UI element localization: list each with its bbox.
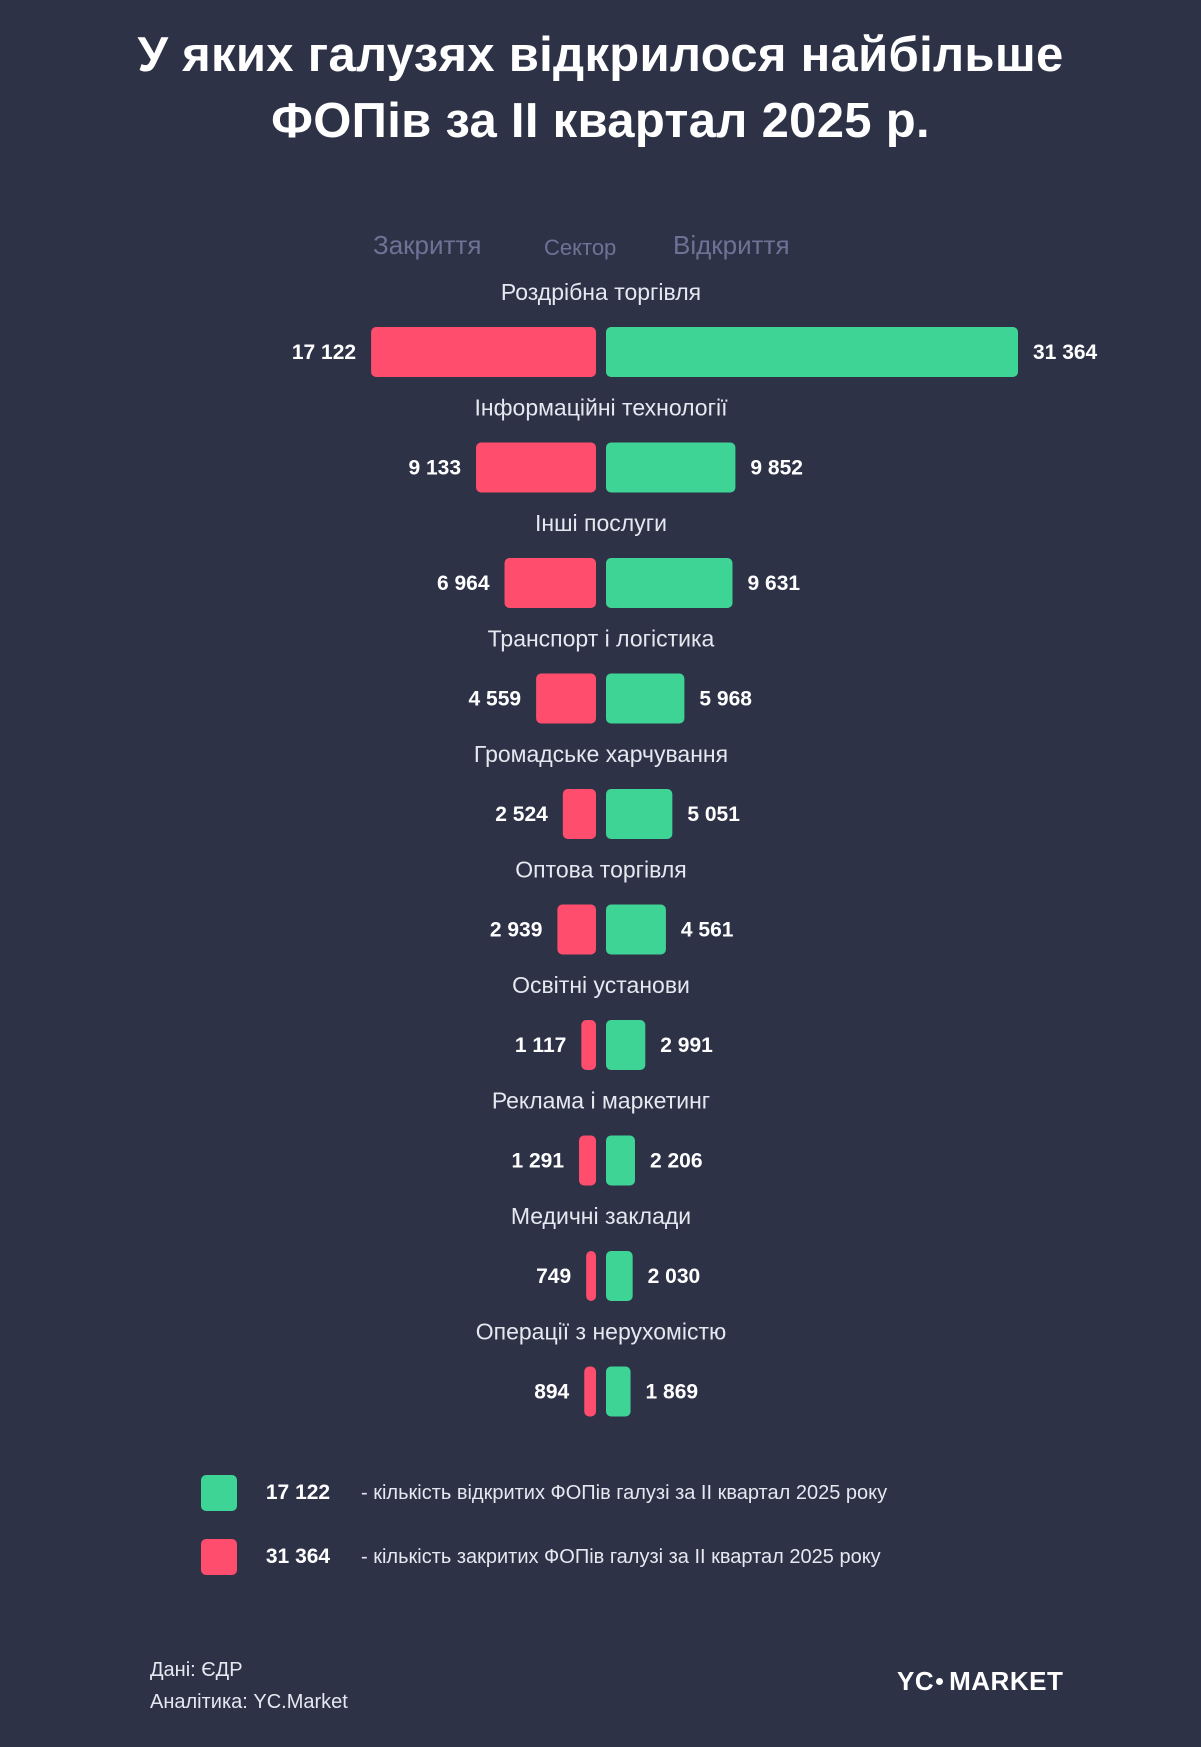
logo-dot-icon [936, 1678, 944, 1685]
category-label: Оптова торгівля [515, 857, 686, 883]
bar-closed [586, 1251, 596, 1301]
bar-closed [581, 1020, 596, 1070]
title-line-2: ФОПів за II квартал 2025 р. [271, 94, 930, 148]
value-label-opened: 9 631 [748, 572, 801, 595]
category-label: Медичні заклади [511, 1203, 691, 1229]
bar-opened [606, 1251, 633, 1301]
value-label-closed: 894 [534, 1381, 569, 1404]
bar-opened [606, 673, 685, 724]
legend-value: 17 122 [265, 1481, 331, 1504]
logo-text-left: YC [897, 1666, 935, 1696]
bar-closed [557, 904, 596, 955]
value-label-closed: 2 939 [490, 919, 543, 942]
bar-closed [584, 1366, 596, 1417]
column-header-closing: Закриття [373, 230, 482, 260]
legend-swatch-red [201, 1539, 237, 1575]
value-label-closed: 749 [536, 1265, 571, 1288]
bar-closed [476, 442, 596, 493]
bar-closed [371, 327, 596, 377]
column-header-opening: Відкриття [673, 230, 790, 260]
footer-analytics: Аналітика: YC.Market [150, 1691, 348, 1713]
footer-source: Дані: ЄДР [150, 1659, 243, 1681]
legend-text: - кількість відкритих ФОПів галузі за II… [361, 1481, 888, 1504]
category-label: Інформаційні технології [475, 395, 729, 421]
category-label: Громадське харчування [474, 741, 728, 767]
bar-opened [606, 1366, 631, 1417]
value-label-opened: 31 364 [1033, 341, 1098, 364]
legend-swatch-green [201, 1475, 237, 1511]
value-label-opened: 5 968 [699, 688, 752, 711]
bar-opened [606, 904, 666, 955]
page-title: У яких галузях відкрилося найбільше ФОПі… [0, 22, 1201, 154]
bar-closed [562, 789, 596, 839]
value-label-opened: 2 991 [660, 1034, 713, 1057]
value-label-opened: 1 869 [646, 1381, 699, 1404]
footer-credits: Дані: ЄДР Аналітика: YC.Market [150, 1654, 348, 1718]
value-label-opened: 2 206 [650, 1150, 703, 1173]
title-line-1: У яких галузях відкрилося найбільше [137, 28, 1064, 82]
value-label-opened: 5 051 [687, 803, 740, 826]
category-label: Інші послуги [535, 510, 667, 536]
bar-closed [504, 558, 596, 608]
value-label-opened: 4 561 [681, 919, 734, 942]
logo-text-right: MARKET [949, 1666, 1064, 1696]
bar-closed [536, 673, 596, 724]
value-label-opened: 9 852 [750, 457, 803, 480]
bar-opened [606, 1135, 635, 1186]
value-label-closed: 2 524 [495, 803, 548, 826]
category-label: Освітні установи [512, 972, 690, 998]
legend-text: - кількість закритих ФОПів галузі за II … [361, 1545, 881, 1568]
value-label-closed: 1 117 [515, 1034, 566, 1057]
legend-item-opened: 17 122 - кількість відкритих ФОПів галуз… [201, 1475, 887, 1511]
value-label-closed: 4 559 [469, 688, 522, 711]
bar-opened [606, 442, 736, 493]
legend-value: 31 364 [265, 1545, 331, 1568]
value-label-opened: 2 030 [648, 1265, 701, 1288]
value-label-closed: 6 964 [437, 572, 490, 595]
bar-opened [606, 789, 673, 839]
bar-opened [606, 327, 1018, 377]
diverging-bar-chart: Роздрібна торгівля 17 122 31 364 Інформацій… [292, 279, 1098, 1417]
category-label: Роздрібна торгівля [501, 279, 701, 305]
legend-item-closed: 31 364 - кількість закритих ФОПів галузі… [201, 1539, 881, 1575]
value-label-closed: 1 291 [511, 1150, 564, 1173]
brand-logo: YC MARKET [897, 1666, 1063, 1697]
value-label-closed: 17 122 [292, 341, 356, 364]
column-header-sector: Сектор [544, 235, 617, 260]
bar-opened [606, 558, 733, 608]
value-label-closed: 9 133 [408, 457, 461, 480]
category-label: Транспорт і логістика [488, 626, 715, 652]
bar-closed [579, 1135, 596, 1186]
bar-opened [606, 1020, 646, 1070]
category-label: Реклама і маркетинг [492, 1088, 710, 1114]
category-label: Операції з нерухомістю [476, 1319, 726, 1345]
